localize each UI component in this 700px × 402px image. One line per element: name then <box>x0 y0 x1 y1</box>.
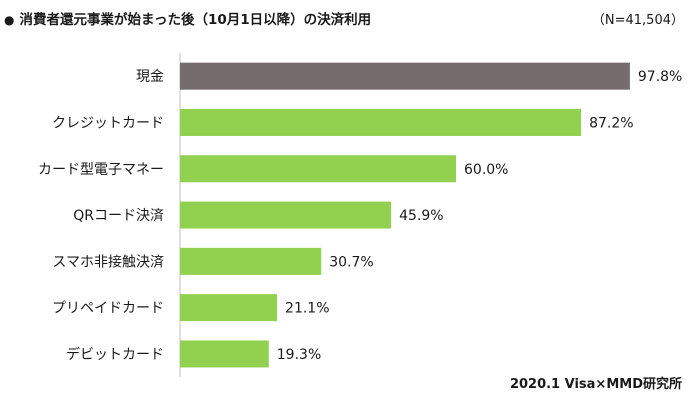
bar <box>180 294 278 322</box>
bar <box>180 201 392 229</box>
data-label: 45.9% <box>399 208 443 224</box>
bar <box>180 155 456 183</box>
bar <box>180 340 269 368</box>
category-label: QRコード決済 <box>73 208 164 224</box>
data-label: 60.0% <box>464 162 508 178</box>
chart-title-text: 消費者還元事業が始まった後（10月1日以降）の決済利用 <box>19 12 372 28</box>
sample-size-label: （N=41,504） <box>591 13 684 28</box>
bar <box>180 108 582 136</box>
data-label: 97.8% <box>638 69 682 85</box>
data-label: 19.3% <box>277 347 321 363</box>
bar <box>180 247 322 275</box>
data-label: 87.2% <box>589 115 633 131</box>
category-label: クレジットカード <box>52 115 164 131</box>
data-label: 30.7% <box>329 254 373 270</box>
bar <box>180 62 630 90</box>
data-label: 21.1% <box>285 301 329 317</box>
category-label: デビットカード <box>66 346 164 363</box>
category-label: カード型電子マネー <box>38 162 164 178</box>
category-label: スマホ非接触決済 <box>52 253 164 270</box>
chart-title: ● 消費者還元事業が始まった後（10月1日以降）の決済利用 <box>4 8 371 28</box>
category-label: 現金 <box>136 69 164 85</box>
bullet-icon: ● <box>4 13 15 27</box>
source-credit: 2020.1 Visa×MMD研究所 <box>509 377 682 392</box>
category-label: プリペイドカード <box>52 301 164 317</box>
